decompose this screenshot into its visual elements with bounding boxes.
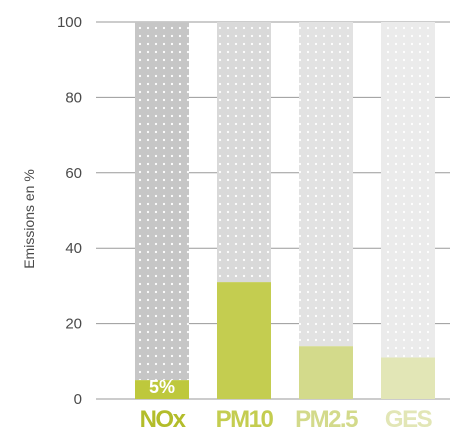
bar-share-pm10 (217, 282, 271, 399)
y-tick-label-100: 100 (57, 14, 82, 31)
y-tick-label-0: 0 (74, 391, 82, 408)
data-labels: 5% (149, 377, 175, 397)
x-category-label-pm2-5: PM2.5 (295, 406, 358, 433)
x-category-label-nox: NOx (140, 406, 187, 433)
y-tick-label-40: 40 (65, 240, 82, 257)
bars (135, 22, 435, 399)
y-axis-label: Emissions en % (21, 169, 37, 269)
x-axis-category-labels: NOx PM10 PM2.5 GES (140, 406, 435, 433)
bar-share-ges (381, 357, 435, 399)
y-tick-label-20: 20 (65, 316, 82, 333)
bar-remainder-dots-pm2-5 (299, 22, 353, 347)
y-tick-label-60: 60 (65, 165, 82, 182)
data-label-nox: 5% (149, 377, 175, 397)
y-tick-label-80: 80 (65, 89, 82, 106)
bar-remainder-dots-nox (135, 22, 189, 381)
y-axis-tick-labels: 0 20 40 60 80 100 (57, 14, 82, 408)
x-category-label-ges: GES (385, 406, 433, 433)
bar-share-nox (135, 380, 189, 399)
x-category-label-pm10: PM10 (216, 406, 274, 433)
bar-share-pm2-5 (299, 346, 353, 399)
bar-remainder-dots-pm10 (217, 22, 271, 283)
bar-remainder-dots-ges (381, 22, 435, 358)
